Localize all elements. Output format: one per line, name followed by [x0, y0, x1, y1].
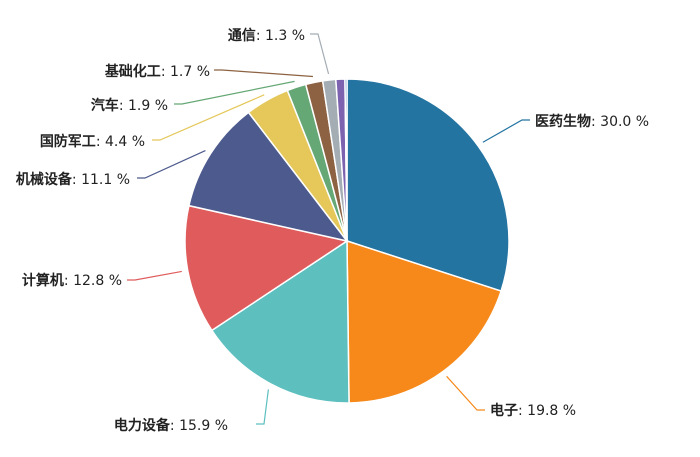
leader-line-6 [174, 80, 295, 105]
pie-slice-3 [184, 204, 349, 332]
slice-category-7: 基础化工 [105, 63, 161, 80]
slice-category-1: 电子 [490, 402, 518, 419]
slice-value-6: : 1.9 % [119, 98, 168, 114]
slice-label-5: 国防军工: 4.4 % [40, 133, 145, 150]
leader-line-7 [214, 69, 313, 78]
slice-label-0: 医药生物: 30.0 % [535, 113, 649, 130]
slice-label-7: 基础化工: 1.7 % [105, 63, 210, 80]
slice-category-2: 电力设备 [114, 417, 171, 434]
slice-value-3: : 12.8 % [64, 273, 122, 289]
leader-line-2 [256, 389, 269, 425]
slice-category-4: 机械设备 [16, 171, 73, 188]
leader-line-8 [310, 33, 330, 75]
slice-value-2: : 15.9 % [170, 418, 228, 434]
leader-line-3 [127, 270, 182, 281]
slice-value-0: : 30.0 % [591, 114, 649, 130]
slice-category-8: 通信 [228, 27, 256, 44]
slice-value-1: : 19.8 % [518, 403, 576, 419]
pie-slice-2 [210, 239, 350, 404]
pie-slice-0 [346, 78, 510, 293]
pie-slice-4 [188, 111, 349, 243]
leader-line-5 [152, 94, 265, 141]
slice-value-7: : 1.7 % [161, 64, 210, 80]
leader-line-1 [446, 375, 485, 411]
slice-category-6: 汽车 [91, 97, 119, 114]
slices-layer [184, 78, 510, 404]
leader-line-4 [137, 149, 206, 179]
labels-layer: 医药生物: 30.0 %电子: 19.8 %电力设备: 15.9 %计算机: 1… [16, 27, 649, 434]
pie-slice-minor-10 [344, 78, 348, 242]
pie-slice-1 [346, 239, 503, 404]
slice-category-0: 医药生物 [535, 113, 591, 130]
slice-label-3: 计算机: 12.8 % [22, 272, 122, 289]
slice-category-3: 计算机 [22, 272, 64, 289]
slice-category-5: 国防军工 [40, 133, 96, 150]
slice-label-1: 电子: 19.8 % [490, 402, 576, 419]
slice-label-6: 汽车: 1.9 % [91, 97, 168, 114]
slice-value-8: : 1.3 % [256, 28, 305, 44]
slice-label-8: 通信: 1.3 % [228, 27, 305, 44]
slice-value-4: : 11.1 % [72, 172, 130, 188]
slice-label-2: 电力设备: 15.9 % [114, 417, 228, 434]
slice-label-4: 机械设备: 11.1 % [16, 171, 130, 188]
slice-value-5: : 4.4 % [96, 134, 145, 150]
leader-line-0 [482, 119, 530, 143]
